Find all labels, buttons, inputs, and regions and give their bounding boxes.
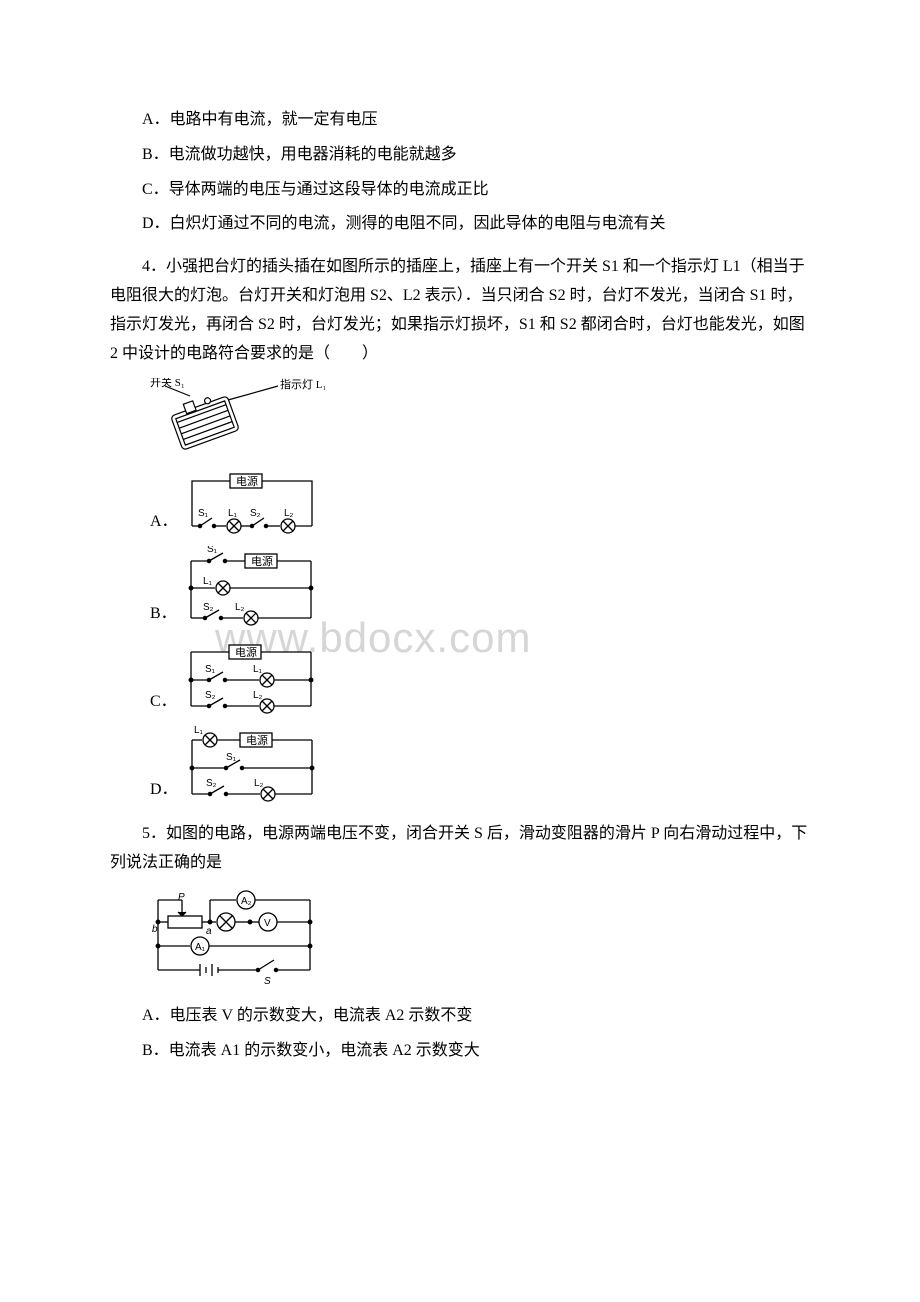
q5-option-b: B．电流表 A1 的示数变小，电流表 A2 示数变大: [110, 1037, 810, 1066]
q5-text: 5．如图的电路，电源两端电压不变，闭合开关 S 后，滑动变阻器的滑片 P 向右滑…: [110, 820, 810, 878]
q4-circuit-b: S₁ 电源 L₁ S₂ L₂: [181, 546, 321, 630]
svg-text:L₂: L₂: [254, 778, 264, 789]
svg-text:A₂: A₂: [241, 896, 252, 907]
q4-text: 4．小强把台灯的插头插在如图所示的插座上，插座上有一个开关 S1 和一个指示灯 …: [110, 253, 810, 368]
q5-option-a: A．电压表 V 的示数变大，电流表 A2 示数不变: [110, 1002, 810, 1031]
svg-text:P: P: [178, 892, 185, 903]
q4-circuit-c: 电源 S₁ L₁ S₂ L₂: [181, 638, 321, 718]
plug-indicator-label: 指示灯 L₁: [280, 378, 326, 391]
q5-circuit: A₂ V: [150, 888, 810, 988]
page-content: A．电路中有电流，就一定有电压 B．电流做功越快，用电器消耗的电能就越多 C．导…: [110, 106, 810, 1066]
q4-option-a: A． 电源 S₁ L₁ S: [150, 466, 810, 538]
q4-option-b: B．: [150, 546, 810, 630]
q4-option-a-label: A．: [150, 508, 178, 539]
svg-text:A₁: A₁: [195, 942, 206, 953]
q4-option-d: D．: [150, 726, 810, 806]
svg-text:L₁: L₁: [253, 664, 263, 675]
q4-option-d-label: D．: [150, 776, 178, 807]
svg-text:S₂: S₂: [203, 602, 214, 613]
svg-text:S: S: [264, 976, 271, 987]
svg-text:S₁: S₁: [226, 752, 237, 763]
q3-option-d: D．白炽灯通过不同的电流，测得的电阻不同，因此导体的电阻与电流有关: [110, 210, 810, 239]
svg-text:电源: 电源: [236, 474, 258, 488]
q4-circuit-d: L₁ 电源 S₁ S₂ L₂: [182, 726, 322, 806]
svg-text:L₁: L₁: [228, 508, 238, 519]
svg-text:S₂: S₂: [206, 778, 217, 789]
q3-option-c: C．导体两端的电压与通过这段导体的电流成正比: [110, 176, 810, 205]
svg-text:S₂: S₂: [205, 690, 216, 701]
svg-text:S₁: S₁: [207, 546, 218, 555]
svg-text:L₁: L₁: [203, 576, 213, 587]
q3-option-b: B．电流做功越快，用电器消耗的电能就越多: [110, 141, 810, 170]
svg-text:L₂: L₂: [235, 602, 245, 613]
svg-text:S₁: S₁: [205, 664, 216, 675]
svg-text:S₂: S₂: [250, 508, 261, 519]
svg-text:L₂: L₂: [253, 690, 263, 701]
q4-plug-diagram: 开关 S₁ 指示灯 L₁: [150, 378, 810, 458]
svg-text:b: b: [152, 924, 158, 935]
svg-text:L₁: L₁: [194, 726, 204, 736]
q4-circuit-a: 电源 S₁ L₁ S₂ L₂: [182, 466, 322, 538]
q4-option-c-label: C．: [150, 688, 177, 719]
svg-text:V: V: [264, 918, 271, 929]
plug-switch-label: 开关 S₁: [150, 378, 185, 389]
svg-text:电源: 电源: [246, 733, 268, 747]
q3-option-a: A．电路中有电流，就一定有电压: [110, 106, 810, 135]
svg-text:电源: 电源: [251, 554, 273, 568]
svg-text:a: a: [206, 926, 212, 937]
svg-text:电源: 电源: [235, 645, 257, 659]
q4-option-b-label: B．: [150, 600, 177, 631]
q4-option-c: C．: [150, 638, 810, 718]
svg-text:L₂: L₂: [284, 508, 294, 519]
svg-text:S₁: S₁: [198, 508, 209, 519]
